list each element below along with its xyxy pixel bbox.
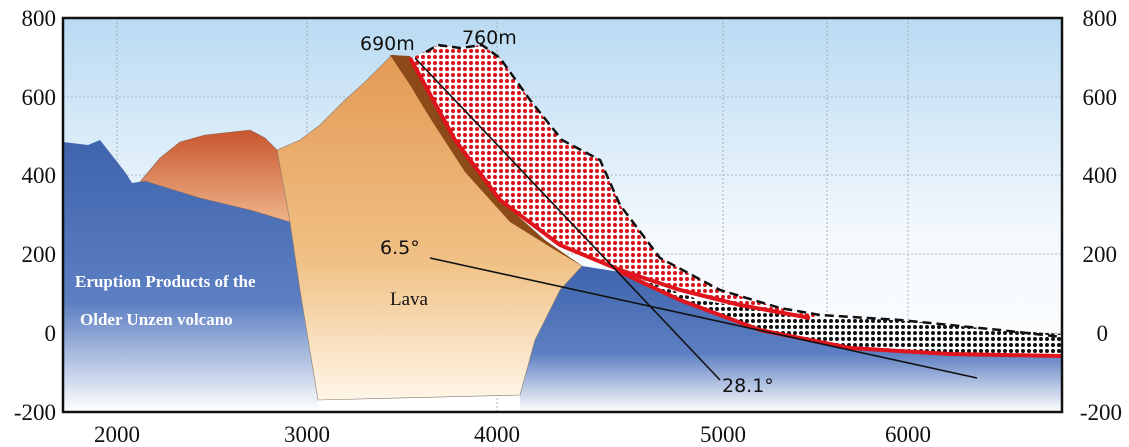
lava-label: Lava — [390, 289, 429, 310]
y-tick: 200 — [22, 242, 57, 267]
x-tick: 6000 — [885, 422, 931, 447]
angle-6-5-label: 6.5° — [380, 237, 420, 259]
x-tick-labels: 2000 3000 4000 5000 6000 — [94, 422, 931, 447]
red-boundary-upper — [408, 57, 811, 320]
y-tick: -200 — [1080, 400, 1122, 425]
y-tick: 200 — [1083, 242, 1118, 267]
older-volcano-right — [520, 266, 1062, 412]
y-tick: -200 — [14, 400, 56, 425]
y-tick: 800 — [22, 6, 57, 31]
red-deposit — [412, 45, 820, 318]
y-tick: 0 — [1097, 321, 1109, 346]
y-tick: 600 — [22, 85, 57, 110]
slope-line-28 — [414, 57, 721, 381]
angle-28-1-label: 28.1° — [722, 375, 774, 397]
x-tick: 3000 — [284, 422, 330, 447]
dashed-surface-line — [425, 43, 1063, 339]
red-boundary-lower — [619, 270, 1063, 358]
x-tick: 5000 — [700, 422, 746, 447]
y-tick: 400 — [1083, 163, 1118, 188]
eruption-products-label-line2: Older Unzen volcano — [80, 310, 233, 329]
black-deposit — [620, 272, 1062, 355]
older-volcano-left — [63, 140, 320, 412]
y-tick: 400 — [22, 163, 57, 188]
y-tick: 600 — [1083, 85, 1118, 110]
y-tick-labels-left: 800 600 400 200 0 -200 — [14, 6, 56, 425]
eruption-products-label-line1: Eruption Products of the — [75, 272, 256, 291]
brown-layer — [390, 55, 582, 266]
peak-760m-label: 760m — [462, 27, 517, 49]
y-tick: 0 — [45, 321, 57, 346]
plot-frame — [61, 16, 1064, 414]
y-tick: 800 — [1083, 6, 1118, 31]
x-tick: 2000 — [94, 422, 140, 447]
peak-690m-label: 690m — [360, 33, 415, 55]
x-tick: 4000 — [474, 422, 520, 447]
y-tick-labels-right: 800 600 400 200 0 -200 — [1080, 6, 1122, 425]
slope-line-6 — [429, 257, 978, 379]
